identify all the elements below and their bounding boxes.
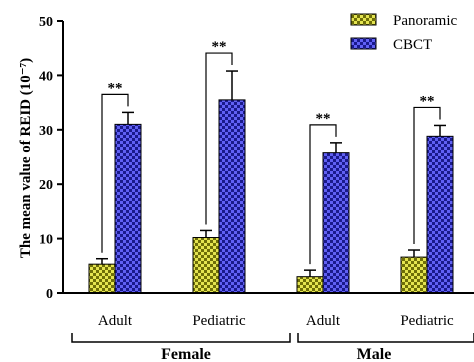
legend-swatch-cbct (350, 37, 377, 50)
group-label-female: Female (161, 346, 211, 362)
x-tick-label: Pediatric (400, 313, 454, 329)
bar-panoramic-1 (192, 237, 220, 294)
significance-label: ** (316, 111, 331, 127)
bars (88, 70, 454, 294)
y-tick-label: 10 (39, 233, 53, 248)
group-label-male: Male (357, 346, 392, 362)
significance-bracket (205, 52, 233, 225)
bar-panoramic-0 (88, 263, 116, 294)
y-axis-title: The mean value of REID (10⁻⁷) (18, 58, 34, 258)
x-tick-label: Adult (306, 313, 341, 329)
significance-bracket (101, 93, 129, 253)
significance-label: ** (108, 80, 123, 96)
y-tick-label: 20 (39, 178, 53, 193)
bar-panoramic-2 (296, 276, 324, 294)
x-tick-label: Pediatric (192, 313, 246, 329)
bar-cbct-1 (218, 99, 246, 294)
significance-brackets: ** ** ** ** (101, 39, 441, 265)
y-tick-label: 0 (46, 287, 53, 302)
bar-cbct-3 (426, 135, 454, 294)
legend: Panoramic CBCT (350, 13, 457, 53)
y-axis: 0 10 20 30 40 50 (39, 15, 64, 302)
x-tick-label: Adult (98, 313, 133, 329)
y-tick-label: 30 (39, 124, 53, 139)
x-axis: Adult Pediatric Adult Pediatric Female Male (62, 292, 474, 362)
legend-swatch-panoramic (350, 13, 377, 26)
group-bracket (297, 333, 474, 343)
bar-panoramic-3 (400, 256, 428, 294)
legend-label-cbct: CBCT (393, 37, 432, 53)
significance-label: ** (212, 39, 227, 55)
y-tick-label: 40 (39, 69, 53, 84)
legend-label-panoramic: Panoramic (393, 13, 457, 29)
y-tick-label: 50 (39, 15, 53, 30)
group-bracket (71, 333, 291, 343)
bar-cbct-2 (322, 152, 350, 294)
significance-bracket (309, 124, 337, 265)
significance-bracket (413, 106, 441, 245)
significance-label: ** (420, 93, 435, 109)
bar-cbct-0 (114, 123, 142, 294)
